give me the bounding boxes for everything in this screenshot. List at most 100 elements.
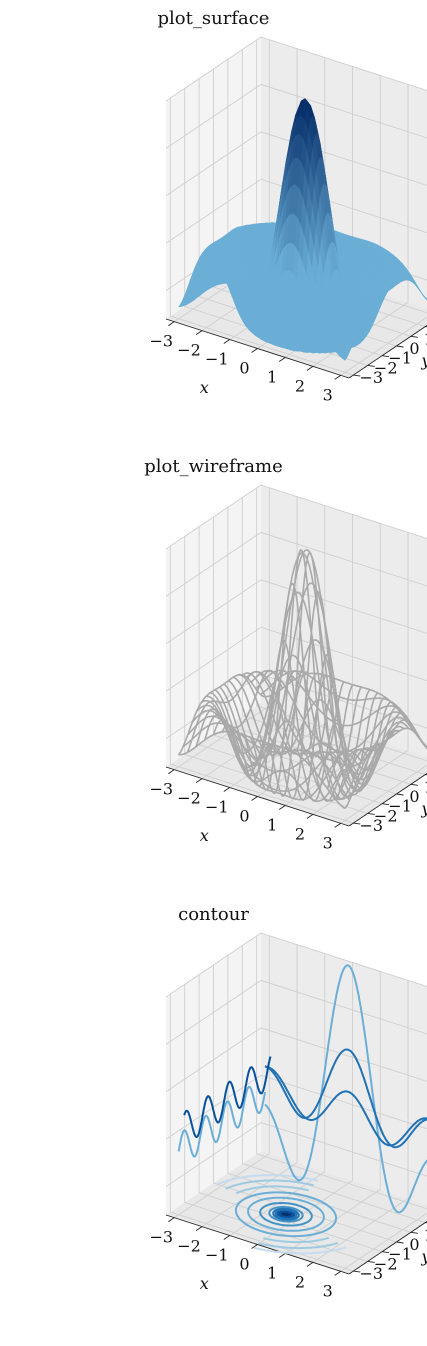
- x-projection-contour: [265, 1065, 427, 1147]
- y-tick: [410, 335, 418, 338]
- wireframe-line: [210, 654, 377, 801]
- y-tick: [382, 803, 390, 806]
- floor-contour: [234, 1191, 338, 1238]
- x-tick-label: 1: [267, 1263, 277, 1282]
- y-tick: [396, 345, 404, 348]
- floor-contour: [258, 1241, 339, 1250]
- y-tick: [425, 326, 427, 328]
- grid-line: [165, 579, 427, 645]
- x-projection-contour: [264, 1048, 427, 1149]
- x-tick-label: 3: [323, 385, 333, 404]
- y-axis-label: y: [420, 1247, 427, 1266]
- x-tick: [278, 1253, 286, 1258]
- pane-back: [261, 933, 427, 1205]
- y-tick: [367, 812, 375, 815]
- wireframe-line: [248, 582, 336, 791]
- x-tick: [223, 1235, 231, 1240]
- y-tick-label: −3: [360, 1264, 384, 1283]
- x-tick-label: 2: [295, 376, 305, 395]
- grid-line: [165, 979, 427, 1045]
- y-tick: [410, 783, 418, 786]
- floor-contour: [272, 1207, 300, 1221]
- grid-line: [165, 1027, 427, 1093]
- x-tick-label: 0: [239, 1255, 249, 1274]
- wireframe-line: [246, 670, 414, 767]
- wireframe-mesh: [177, 549, 427, 810]
- floor-contour: [225, 1179, 314, 1190]
- floor-contour: [259, 1202, 313, 1227]
- grid-line: [169, 546, 354, 824]
- x-tick-label: 1: [267, 815, 277, 834]
- x-tick: [334, 1270, 341, 1276]
- x-tick-label: −3: [150, 780, 174, 799]
- floor-contour: [247, 1196, 325, 1232]
- y-tick-label: 0: [409, 339, 419, 358]
- x-tick-label: 0: [239, 807, 249, 826]
- y-tick: [425, 1222, 427, 1224]
- y-tick-label: 0: [409, 787, 419, 806]
- x-projection-contour: [264, 964, 427, 1214]
- y-tick-label: −1: [388, 349, 412, 368]
- grid-line: [256, 935, 427, 1210]
- y-tick-label: −3: [360, 816, 384, 835]
- y-tick: [396, 793, 404, 796]
- y-tick: [367, 1260, 375, 1263]
- x-tick-label: −2: [177, 789, 201, 808]
- x-tick: [306, 366, 314, 371]
- x-axis-label: x: [200, 826, 209, 845]
- x-tick: [306, 814, 314, 819]
- surface-mesh: [178, 98, 427, 361]
- y-tick: [367, 364, 375, 367]
- grid-line: [257, 962, 353, 1245]
- x-tick: [251, 348, 258, 353]
- floor-contour: [253, 1246, 347, 1255]
- grid-line: [165, 531, 427, 597]
- y-tick: [353, 822, 361, 825]
- grid-line: [165, 626, 427, 692]
- grid-line: [312, 980, 409, 1263]
- surface-patch: [340, 353, 348, 361]
- y-tick: [396, 1241, 404, 1244]
- floor-contour: [235, 1185, 309, 1195]
- grid-line: [241, 945, 426, 1224]
- y-tick: [425, 774, 427, 776]
- y-axis-label: y: [420, 799, 427, 818]
- x-tick-label: −1: [205, 350, 229, 369]
- x-tick: [168, 1217, 175, 1223]
- y-tick-label: −2: [374, 1254, 398, 1273]
- grid-line: [340, 764, 427, 824]
- wireframe-line: [317, 706, 406, 791]
- x-tick-label: 2: [295, 1272, 305, 1291]
- y-tick-label: −1: [388, 797, 412, 816]
- y-tick: [353, 374, 361, 377]
- y-tick: [410, 1231, 418, 1234]
- x-tick: [168, 321, 175, 327]
- floor-contour: [215, 1174, 319, 1186]
- grid-line: [201, 944, 298, 1227]
- chart-title: contour: [178, 904, 249, 925]
- x-tick-label: 2: [295, 824, 305, 843]
- y-tick: [382, 355, 390, 358]
- y-tick-label: −2: [374, 806, 398, 825]
- y-tick-label: −3: [360, 368, 384, 387]
- grid-line: [165, 36, 427, 102]
- wireframe-line: [260, 670, 427, 749]
- y-tick-label: −1: [388, 1245, 412, 1264]
- x-tick: [223, 787, 231, 792]
- x-tick: [251, 796, 258, 801]
- floor-contour: [274, 1208, 298, 1220]
- x-tick-label: −2: [177, 1237, 201, 1256]
- y-tick-label: 0: [409, 1235, 419, 1254]
- y-projection-contour: [183, 1056, 272, 1139]
- y-projection-contour: [177, 1085, 266, 1158]
- x-tick: [195, 778, 203, 783]
- wireframe-line: [326, 712, 415, 790]
- floor-contour: [268, 1206, 304, 1223]
- chart-title: plot_wireframe: [144, 456, 283, 477]
- x-tick: [168, 769, 175, 775]
- y-tick: [382, 1251, 390, 1254]
